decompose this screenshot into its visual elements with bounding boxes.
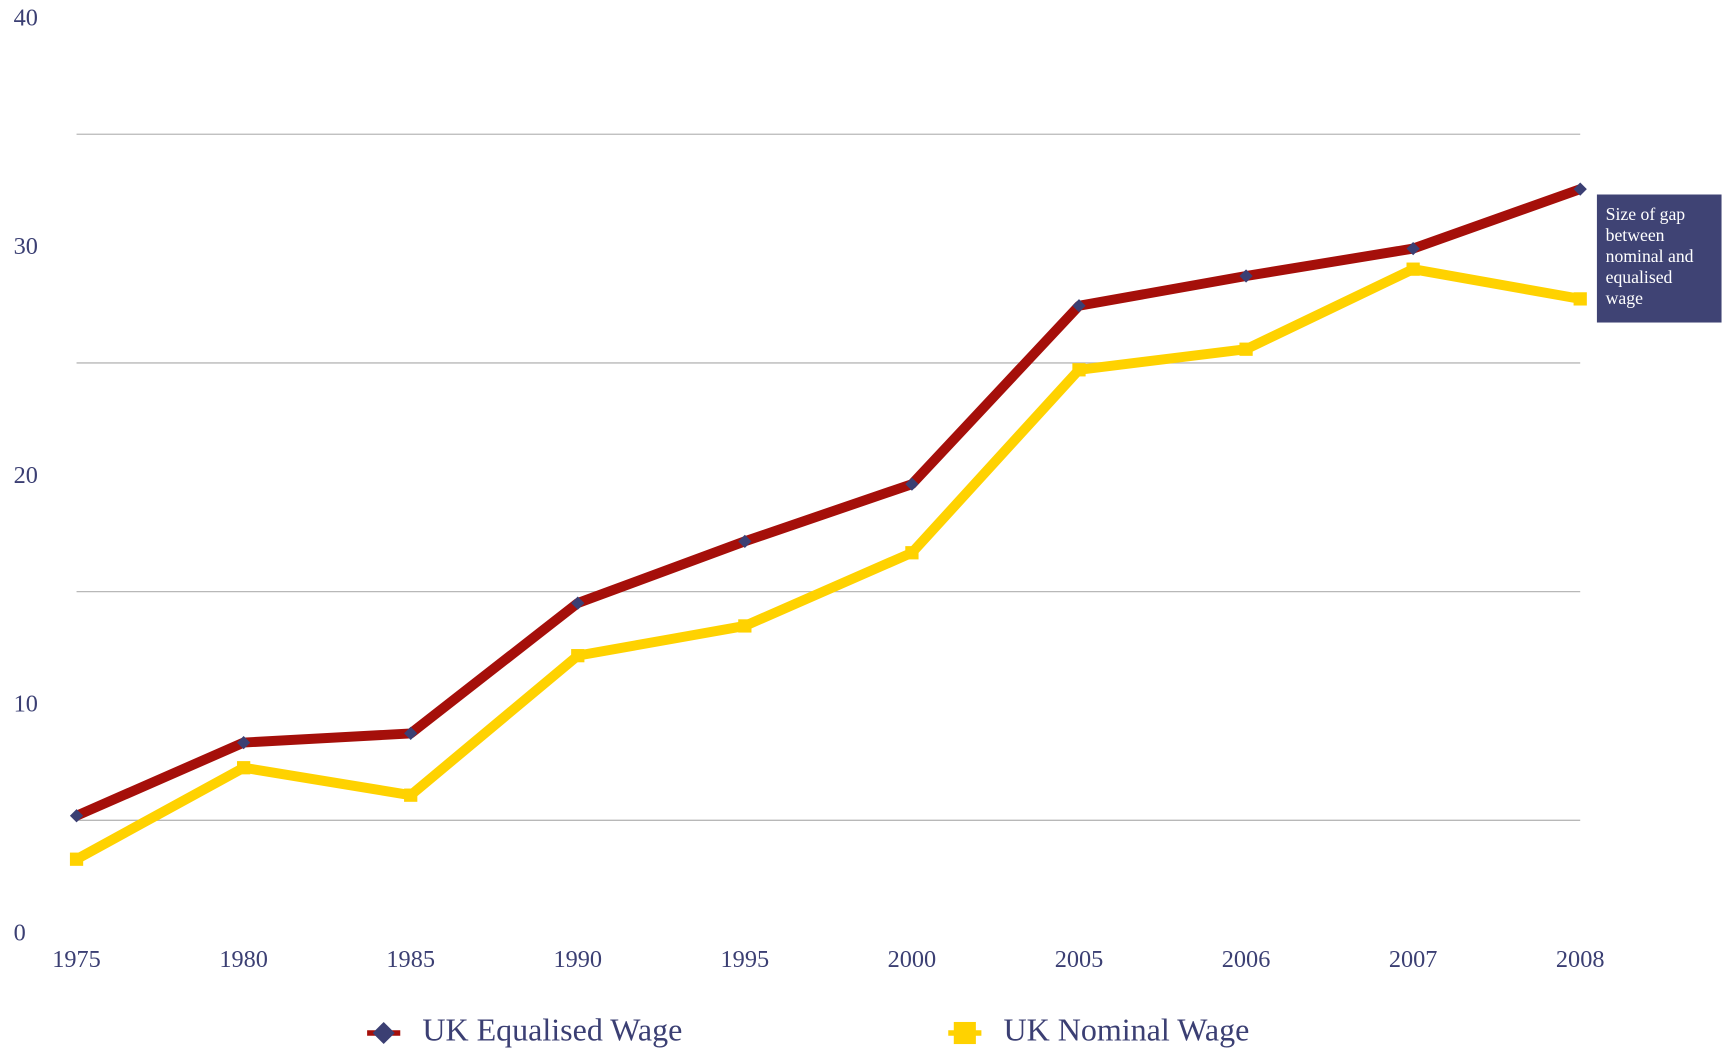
marker: [1406, 262, 1420, 276]
y-tick-label: 20: [14, 462, 38, 489]
marker: [1239, 269, 1253, 283]
x-tick-label: 1985: [386, 946, 435, 973]
marker: [1072, 363, 1086, 377]
marker: [571, 596, 585, 610]
legend-item: UK Equalised Wage: [367, 1011, 682, 1047]
marker: [69, 852, 84, 866]
x-tick-label: 1990: [553, 946, 602, 973]
x-tick-label: 1995: [721, 946, 770, 973]
plot: 0 10 20 30 40 1975 1980 1985 1990 1995 2000 2005 200…: [14, 4, 1605, 1047]
annotation-box: Size of gap between nominal and equalise…: [1596, 194, 1722, 323]
y-tick-label: 0: [14, 919, 26, 946]
marker: [571, 649, 585, 663]
marker: [905, 546, 919, 560]
x-tick-label: 2005: [1055, 946, 1104, 973]
marker: [1239, 342, 1253, 356]
y-tick-label: 10: [14, 691, 38, 718]
legend-label: UK Nominal Wage: [1003, 1011, 1249, 1047]
x-tick-label: 2008: [1556, 946, 1605, 973]
marker: [372, 1021, 395, 1045]
x-tick-label: 1980: [219, 946, 268, 973]
series-line: [74, 184, 1582, 821]
x-tick-label: 2007: [1389, 946, 1438, 973]
annotation: Size of gap between nominal and equalise…: [1596, 194, 1722, 323]
marker: [738, 619, 752, 633]
y-tick-label: 40: [14, 4, 38, 31]
marker: [404, 788, 418, 802]
marker: [236, 761, 251, 775]
marker: [1573, 292, 1587, 306]
marker: [69, 809, 84, 823]
x-tick-label: 2006: [1222, 946, 1271, 973]
x-tick-label: 1975: [52, 946, 101, 973]
legend-item: UK Nominal Wage: [948, 1011, 1249, 1047]
legend-label: UK Equalised Wage: [422, 1011, 682, 1047]
marker: [953, 1021, 976, 1045]
series-line: [74, 264, 1582, 864]
x-tick-label: 2000: [888, 946, 937, 973]
marker: [1406, 241, 1420, 256]
y-tick-label: 30: [14, 233, 38, 260]
